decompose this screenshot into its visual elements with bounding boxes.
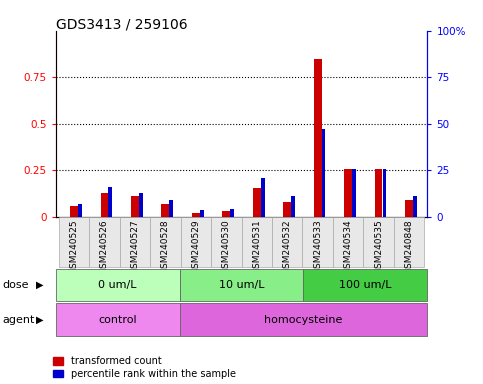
Text: GSM240530: GSM240530	[222, 220, 231, 274]
Bar	[200, 210, 203, 217]
Text: 100 um/L: 100 um/L	[339, 280, 392, 290]
Text: GSM240527: GSM240527	[130, 220, 139, 274]
Text: 10 um/L: 10 um/L	[219, 280, 264, 290]
Bar	[180, 269, 303, 301]
Bar	[394, 217, 425, 267]
Bar	[333, 217, 363, 267]
Text: homocysteine: homocysteine	[264, 314, 342, 325]
Bar	[413, 197, 417, 217]
Text: GSM240848: GSM240848	[405, 220, 413, 274]
Bar	[230, 209, 234, 217]
Text: dose: dose	[2, 280, 29, 290]
Text: GSM240535: GSM240535	[374, 220, 383, 274]
Text: ▶: ▶	[36, 314, 43, 325]
Bar	[89, 217, 120, 267]
Bar	[303, 269, 427, 301]
Bar	[211, 217, 242, 267]
Bar	[131, 197, 139, 217]
Text: ▶: ▶	[36, 280, 43, 290]
Bar	[344, 169, 352, 217]
Text: GSM240534: GSM240534	[344, 220, 353, 274]
Bar	[139, 193, 142, 217]
Text: agent: agent	[2, 314, 35, 325]
Bar	[363, 217, 394, 267]
Text: control: control	[98, 314, 137, 325]
Text: GSM240526: GSM240526	[100, 220, 109, 274]
Bar	[261, 178, 265, 217]
Text: GSM240531: GSM240531	[252, 220, 261, 274]
Bar	[302, 217, 333, 267]
Bar	[70, 206, 78, 217]
Bar	[352, 169, 356, 217]
Bar	[375, 169, 383, 217]
Bar	[78, 204, 82, 217]
Text: GSM240533: GSM240533	[313, 220, 322, 274]
Bar	[284, 202, 291, 217]
Bar	[161, 204, 169, 217]
Bar	[150, 217, 181, 267]
Bar	[56, 303, 180, 336]
Bar	[192, 213, 199, 217]
Bar	[322, 129, 326, 217]
Text: GSM240532: GSM240532	[283, 220, 292, 274]
Bar	[314, 59, 322, 217]
Bar	[253, 188, 260, 217]
Bar	[58, 217, 89, 267]
Bar	[56, 269, 180, 301]
Bar	[100, 193, 108, 217]
Bar	[242, 217, 272, 267]
Legend: transformed count, percentile rank within the sample: transformed count, percentile rank withi…	[53, 356, 236, 379]
Bar	[180, 303, 427, 336]
Bar	[109, 187, 112, 217]
Bar	[291, 197, 295, 217]
Bar	[120, 217, 150, 267]
Bar	[170, 200, 173, 217]
Text: 0 um/L: 0 um/L	[98, 280, 137, 290]
Text: GSM240528: GSM240528	[161, 220, 170, 274]
Bar	[181, 217, 211, 267]
Text: GSM240529: GSM240529	[191, 220, 200, 274]
Text: GDS3413 / 259106: GDS3413 / 259106	[56, 17, 187, 31]
Bar	[405, 200, 413, 217]
Bar	[272, 217, 302, 267]
Bar	[383, 169, 386, 217]
Text: GSM240525: GSM240525	[70, 220, 78, 274]
Bar	[223, 211, 230, 217]
